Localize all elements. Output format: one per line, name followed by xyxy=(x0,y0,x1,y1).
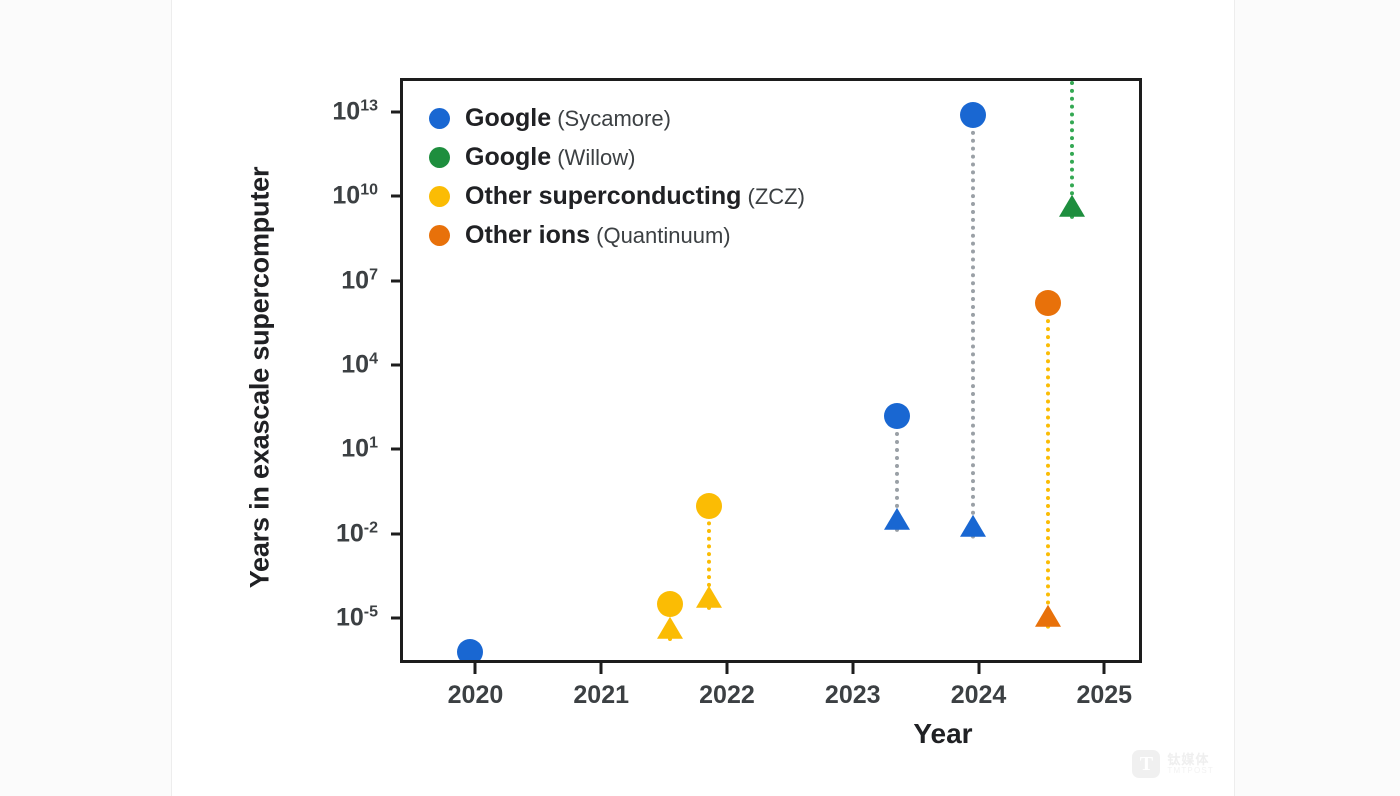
connector-line xyxy=(1046,303,1051,630)
data-point-triangle xyxy=(656,616,683,639)
legend-swatch-icon xyxy=(429,185,450,207)
y-tick-label: 10-2 xyxy=(335,518,378,548)
x-axis-title: Year xyxy=(913,718,973,749)
data-point-circle xyxy=(884,402,911,429)
y-tick-label: 1013 xyxy=(332,97,378,126)
plot-area: Google (Sycamore) Google (Willow) Other su… xyxy=(400,78,1142,663)
legend-item-2[interactable]: Other superconducting (ZCZ) xyxy=(429,181,805,211)
watermark-logo-icon: T xyxy=(1132,750,1161,778)
watermark-en: TMTPOST xyxy=(1167,765,1214,775)
y-tick-label: 1010 xyxy=(332,181,378,210)
legend-item-3[interactable]: Other ions (Quantinuum) xyxy=(429,220,805,250)
legend-label: Other superconducting (ZCZ) xyxy=(465,181,805,210)
watermark: T 钛媒体 TMTPOST xyxy=(1132,750,1214,778)
data-point-triangle xyxy=(1059,194,1086,217)
data-point-triangle xyxy=(1035,605,1062,628)
y-tick-mark xyxy=(391,279,402,282)
connector-line xyxy=(895,415,900,533)
data-point-circle xyxy=(656,591,683,618)
x-tick-mark xyxy=(473,663,477,674)
data-point-circle xyxy=(456,638,483,660)
watermark-text: 钛媒体 TMTPOST xyxy=(1167,753,1214,775)
data-point-triangle xyxy=(884,508,911,531)
x-tick-mark xyxy=(851,663,855,674)
legend-label: Google (Sycamore) xyxy=(465,103,671,132)
y-tick-label: 101 xyxy=(341,434,378,463)
y-tick-mark xyxy=(391,110,402,114)
chart-legend: Google (Sycamore) Google (Willow) Other su… xyxy=(429,103,805,259)
y-tick-mark xyxy=(391,616,402,620)
y-tick-label: 10-5 xyxy=(335,603,378,632)
y-tick-label: 107 xyxy=(341,265,378,295)
legend-item-0[interactable]: Google (Sycamore) xyxy=(429,103,805,133)
watermark-cn: 钛媒体 xyxy=(1167,751,1210,767)
y-tick-mark xyxy=(391,363,402,367)
connector-line xyxy=(970,114,975,540)
x-tick-label: 2023 xyxy=(824,681,881,709)
y-tick-mark xyxy=(391,532,402,536)
plot-inner xyxy=(403,81,1139,660)
data-point-circle xyxy=(959,101,986,128)
slide-canvas: Years in exascale supercomputer Year 101… xyxy=(172,0,1234,796)
connector-line xyxy=(706,505,711,610)
legend-swatch-icon xyxy=(429,224,450,246)
x-tick-mark xyxy=(1102,663,1106,674)
data-point-circle xyxy=(695,492,722,519)
x-tick-label: 2021 xyxy=(573,681,630,709)
x-tick-mark xyxy=(977,663,980,674)
legend-item-1[interactable]: Google (Willow) xyxy=(429,142,805,172)
connector-line xyxy=(1070,81,1075,219)
y-tick-label: 104 xyxy=(341,350,378,379)
data-point-triangle xyxy=(695,585,722,608)
data-point-triangle xyxy=(959,515,986,538)
x-tick-label: 2020 xyxy=(447,681,504,709)
data-point-circle xyxy=(1035,290,1062,317)
legend-swatch-icon xyxy=(429,146,450,168)
legend-label: Google (Willow) xyxy=(465,142,636,171)
x-tick-mark xyxy=(725,663,729,674)
y-tick-mark xyxy=(391,447,402,451)
x-tick-label: 2024 xyxy=(950,681,1007,709)
chart-figure: Years in exascale supercomputer Year 101… xyxy=(172,0,1234,796)
legend-label: Other ions (Quantinuum) xyxy=(465,220,731,249)
x-tick-label: 2022 xyxy=(699,681,755,709)
legend-swatch-icon xyxy=(429,107,450,129)
x-tick-label: 2025 xyxy=(1076,681,1133,709)
y-tick-mark xyxy=(391,194,402,198)
x-tick-mark xyxy=(599,663,603,674)
